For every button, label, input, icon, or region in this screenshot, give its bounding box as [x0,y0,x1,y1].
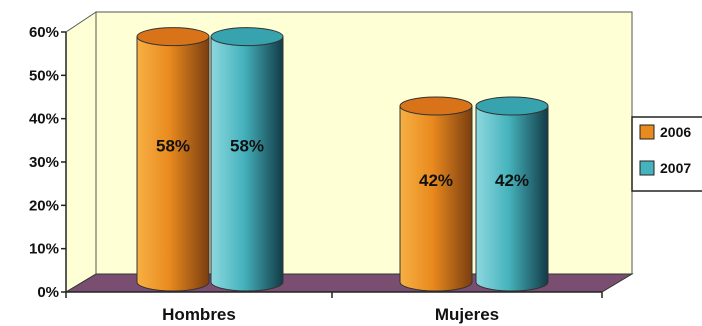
axes: 0% 10% 20% 30% 40% 50% 60% Hombres Mujeres [29,24,603,324]
data-label: 42% [495,171,529,190]
x-category-label: Hombres [162,305,236,324]
data-labels: 58% 42% 58% 42% [156,136,529,190]
y-tick-label: 10% [29,241,59,258]
bar-2006-mujeres [399,96,473,292]
legend-label: 2007 [660,160,691,176]
legend-swatch [639,160,655,176]
bar-body [475,105,549,292]
y-tick-label: 40% [29,111,59,128]
bar-2006-hombres [136,27,210,292]
data-label: 58% [230,136,264,155]
y-tick-label: 0% [37,284,59,301]
x-category-label: Mujeres [435,305,499,324]
bar-2007-mujeres [475,96,549,292]
bar-top [136,27,210,47]
y-tick-label: 20% [29,197,59,214]
bar-top [210,27,284,47]
bar-body [136,36,210,292]
bar-2007-hombres [210,27,284,292]
bar-top [475,96,549,116]
y-tick-label: 30% [29,154,59,171]
legend: 2006 2007 [631,116,702,192]
y-tick-label: 50% [29,67,59,84]
data-label: 42% [419,171,453,190]
left-wall [65,11,97,293]
data-label: 58% [156,136,190,155]
y-tick-label: 60% [29,24,59,41]
bar-body [399,105,473,292]
legend-label: 2006 [660,124,691,140]
bar-body [210,36,284,292]
bar-top [399,96,473,116]
legend-swatch [639,124,655,140]
bars [136,27,549,292]
